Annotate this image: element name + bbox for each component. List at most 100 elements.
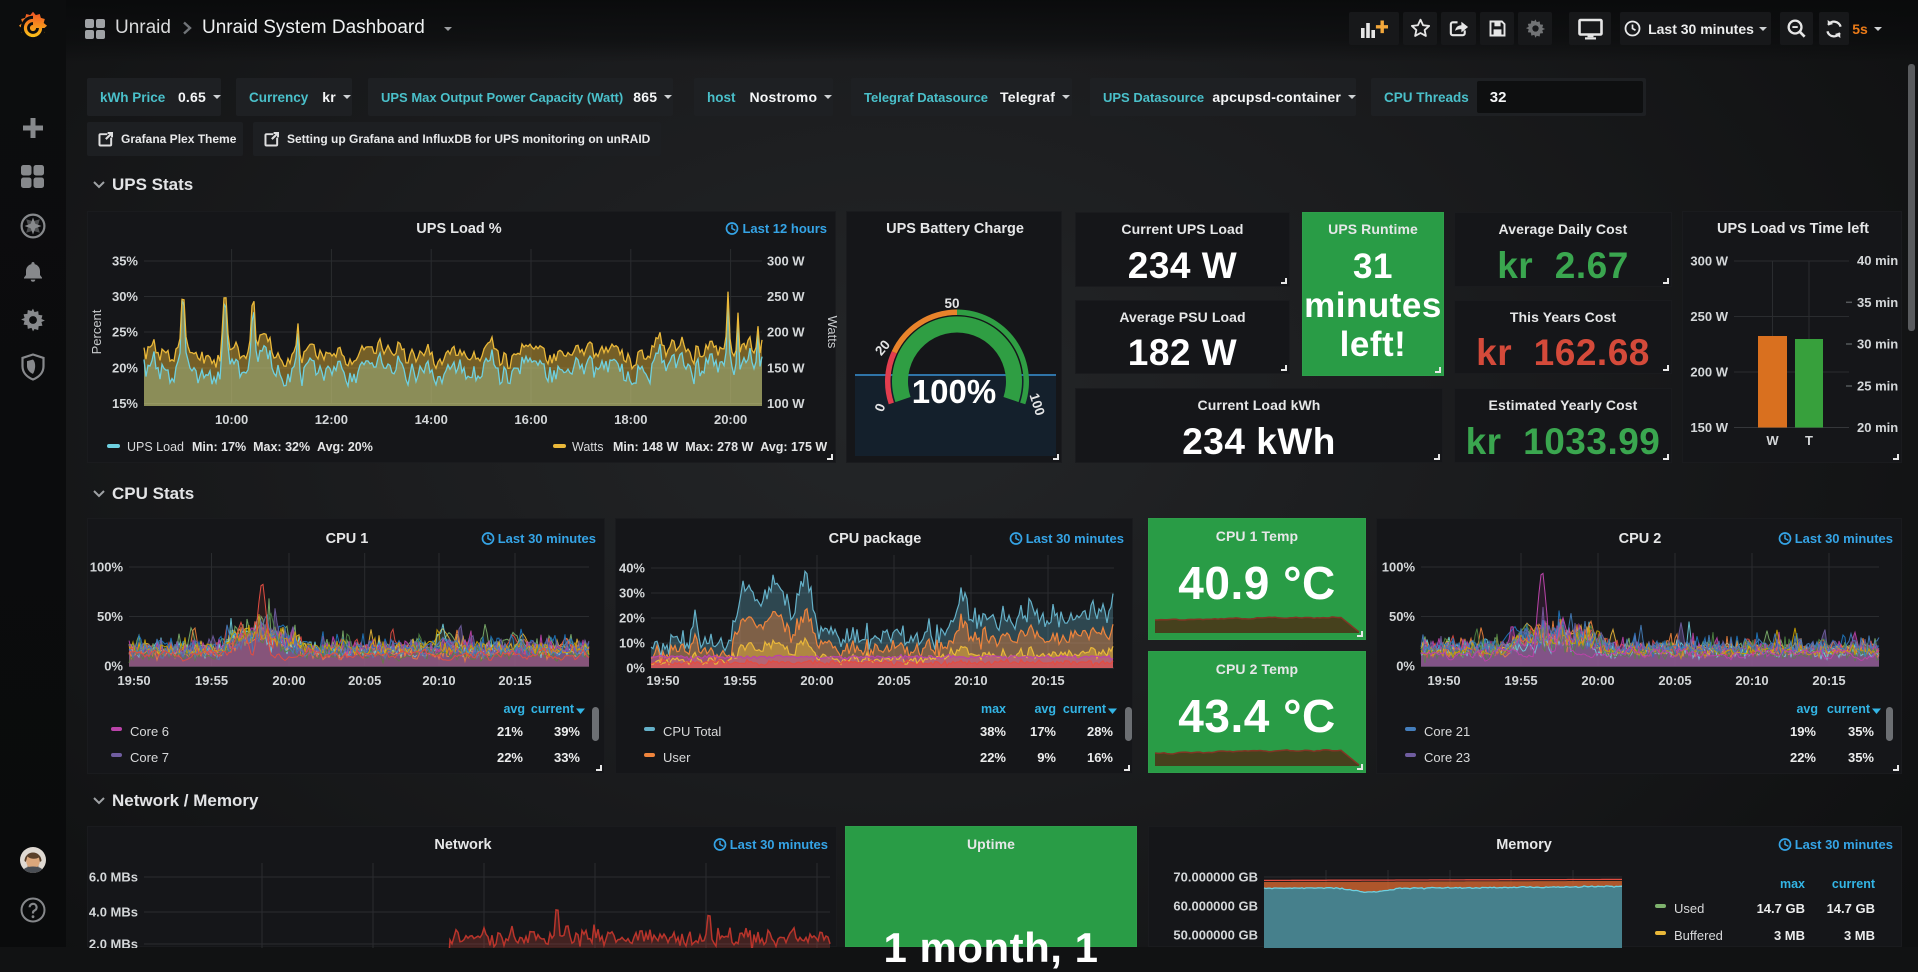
svg-text:Min: 148 W Max: 278 W Avg: 1: Min: 148 W Max: 278 W Avg: 175 W (613, 440, 827, 454)
svg-text:3 MB: 3 MB (1844, 928, 1875, 943)
svg-text:150 W: 150 W (767, 361, 805, 376)
svg-text:20:15: 20:15 (1031, 673, 1064, 688)
svg-text:20%: 20% (619, 611, 645, 626)
svg-text:25%: 25% (112, 325, 138, 340)
svg-text:50: 50 (944, 296, 959, 311)
svg-text:22%: 22% (980, 750, 1006, 765)
svg-text:100%: 100% (912, 373, 996, 410)
svg-text:22%: 22% (497, 750, 523, 765)
svg-text:19:50: 19:50 (117, 673, 150, 688)
svg-text:50.000000 GB: 50.000000 GB (1173, 928, 1258, 943)
svg-text:14:00: 14:00 (415, 412, 448, 427)
svg-text:20 min: 20 min (1857, 420, 1898, 435)
svg-text:Core 6: Core 6 (130, 724, 169, 739)
svg-text:Used: Used (1674, 901, 1704, 916)
svg-text:CPU 1: CPU 1 (326, 531, 369, 547)
svg-text:20:05: 20:05 (877, 673, 910, 688)
svg-text:100 W: 100 W (767, 396, 805, 411)
svg-text:19:50: 19:50 (1427, 673, 1460, 688)
svg-text:35%: 35% (112, 254, 138, 269)
svg-text:3 MB: 3 MB (1774, 928, 1805, 943)
svg-text:20:10: 20:10 (422, 673, 455, 688)
svg-text:avg: avg (1034, 702, 1056, 716)
svg-text:17%: 17% (1030, 724, 1056, 739)
svg-text:avg: avg (503, 702, 525, 716)
svg-text:Core 7: Core 7 (130, 750, 169, 765)
svg-text:current: current (1827, 702, 1871, 716)
svg-text:Min: 17% Max: 32% Avg: 20%: Min: 17% Max: 32% Avg: 20% (192, 440, 373, 454)
svg-text:12:00: 12:00 (315, 412, 348, 427)
svg-text:UPS Load vs Time left: UPS Load vs Time left (1717, 221, 1869, 237)
svg-text:33%: 33% (554, 750, 580, 765)
svg-text:Last 30 minutes: Last 30 minutes (730, 837, 828, 852)
svg-text:50%: 50% (97, 609, 123, 624)
svg-text:20:15: 20:15 (498, 673, 531, 688)
svg-text:20:05: 20:05 (1658, 673, 1691, 688)
svg-text:50%: 50% (1389, 609, 1415, 624)
svg-text:30%: 30% (112, 289, 138, 304)
svg-text:Last 30 minutes: Last 30 minutes (1795, 837, 1893, 852)
svg-text:40%: 40% (619, 561, 645, 576)
svg-text:35 min: 35 min (1857, 295, 1898, 310)
svg-text:avg: avg (1796, 702, 1818, 716)
svg-text:20:10: 20:10 (1735, 673, 1768, 688)
svg-text:10%: 10% (619, 636, 645, 651)
svg-text:Buffered: Buffered (1674, 928, 1723, 943)
svg-text:Core 21: Core 21 (1424, 724, 1470, 739)
svg-text:16%: 16% (1087, 750, 1113, 765)
svg-text:21%: 21% (497, 724, 523, 739)
svg-text:38%: 38% (980, 724, 1006, 739)
svg-text:Last 30 minutes: Last 30 minutes (498, 531, 596, 546)
svg-text:250 W: 250 W (767, 289, 805, 304)
svg-text:Core 23: Core 23 (1424, 750, 1470, 765)
svg-text:Last 12 hours: Last 12 hours (742, 221, 827, 236)
svg-text:14.7 GB: 14.7 GB (1757, 901, 1805, 916)
svg-text:28%: 28% (1087, 724, 1113, 739)
svg-text:T: T (1805, 433, 1813, 448)
svg-text:4.0 MBs: 4.0 MBs (89, 905, 138, 920)
svg-text:16:00: 16:00 (514, 412, 547, 427)
svg-text:20:00: 20:00 (1581, 673, 1614, 688)
svg-text:CPU Total: CPU Total (663, 724, 721, 739)
svg-text:300 W: 300 W (1690, 254, 1728, 269)
svg-text:70.000000 GB: 70.000000 GB (1173, 870, 1258, 885)
svg-text:100: 100 (1026, 391, 1047, 417)
svg-text:20:10: 20:10 (954, 673, 987, 688)
svg-text:250 W: 250 W (1690, 309, 1728, 324)
svg-text:Network: Network (434, 837, 492, 853)
svg-text:9%: 9% (1037, 750, 1056, 765)
svg-text:0%: 0% (626, 661, 645, 676)
svg-text:current: current (531, 702, 575, 716)
svg-text:20:00: 20:00 (714, 412, 747, 427)
svg-text:19%: 19% (1790, 724, 1816, 739)
svg-text:UPS Battery Charge: UPS Battery Charge (886, 221, 1024, 237)
svg-text:100%: 100% (90, 560, 124, 575)
svg-text:0%: 0% (104, 659, 123, 674)
svg-text:30%: 30% (619, 586, 645, 601)
svg-text:35%: 35% (1848, 724, 1874, 739)
svg-text:150 W: 150 W (1690, 420, 1728, 435)
svg-text:UPS Load: UPS Load (127, 440, 184, 454)
svg-text:19:50: 19:50 (646, 673, 679, 688)
svg-text:100%: 100% (1382, 560, 1416, 575)
svg-text:User: User (663, 750, 691, 765)
svg-text:CPU 2: CPU 2 (1619, 531, 1662, 547)
svg-text:CPU package: CPU package (829, 531, 922, 547)
svg-text:max: max (981, 702, 1006, 716)
svg-text:30 min: 30 min (1857, 337, 1898, 352)
svg-text:2.0 MBs: 2.0 MBs (89, 937, 138, 949)
svg-text:Last 30 minutes: Last 30 minutes (1026, 531, 1124, 546)
svg-text:UPS Load %: UPS Load % (416, 221, 502, 237)
svg-text:200 W: 200 W (767, 325, 805, 340)
svg-text:19:55: 19:55 (723, 673, 756, 688)
svg-text:40 min: 40 min (1857, 253, 1898, 268)
svg-text:14.7 GB: 14.7 GB (1827, 901, 1875, 916)
svg-text:18:00: 18:00 (614, 412, 647, 427)
svg-text:Watts: Watts (572, 440, 603, 454)
svg-text:Last 30 minutes: Last 30 minutes (1795, 531, 1893, 546)
svg-text:25 min: 25 min (1857, 379, 1898, 394)
svg-text:35%: 35% (1848, 750, 1874, 765)
svg-text:19:55: 19:55 (1504, 673, 1537, 688)
svg-text:20:00: 20:00 (800, 673, 833, 688)
svg-text:20:05: 20:05 (348, 673, 381, 688)
